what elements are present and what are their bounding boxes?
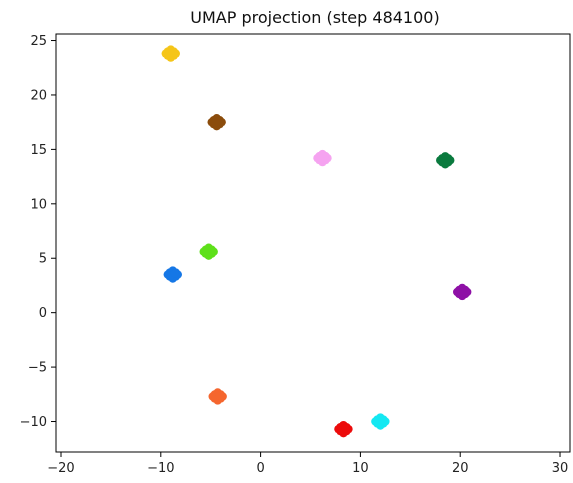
x-tick-label: 20: [452, 461, 469, 476]
scatter-point: [443, 155, 452, 164]
y-tick-label: −5: [28, 361, 47, 376]
chart-title: UMAP projection (step 484100): [190, 8, 439, 27]
scatter-point: [170, 269, 179, 278]
scatter-cluster: [371, 413, 390, 430]
scatter-point: [168, 48, 177, 57]
scatter-cluster: [199, 243, 218, 260]
x-tick-label: −10: [147, 461, 174, 476]
y-tick-label: 0: [39, 306, 47, 321]
plot-area: [161, 45, 472, 438]
y-tick-label: 15: [30, 143, 47, 158]
x-tick-label: 10: [352, 461, 369, 476]
scatter-cluster: [453, 283, 472, 301]
scatter-point: [214, 116, 223, 126]
scatter-cluster: [161, 45, 180, 62]
scatter-cluster: [207, 113, 226, 131]
y-tick-label: 10: [30, 197, 47, 212]
y-tick-label: 5: [39, 252, 47, 267]
scatter-point: [320, 152, 329, 162]
y-tick-label: 20: [30, 88, 47, 103]
x-tick-label: 0: [256, 461, 264, 476]
scatter-point: [378, 416, 387, 425]
y-tick-label: 25: [30, 34, 47, 49]
scatter-point: [215, 391, 224, 400]
scatter-point: [206, 246, 215, 255]
scatter-cluster: [334, 420, 353, 438]
scatter-cluster: [313, 149, 332, 167]
scatter-cluster: [208, 388, 227, 405]
scatter-point: [460, 286, 469, 296]
scatter-cluster: [163, 266, 182, 283]
scatter-point: [341, 423, 350, 433]
x-tick-label: 30: [552, 461, 569, 476]
y-tick-label: −10: [20, 415, 47, 430]
axes: −20 −10 0 10 20 30 −10 −5 0 5 10 15 20 25: [20, 33, 571, 476]
scatter-cluster: [436, 152, 455, 169]
plot-frame: [55, 33, 571, 453]
x-tick-label: −20: [47, 461, 74, 476]
